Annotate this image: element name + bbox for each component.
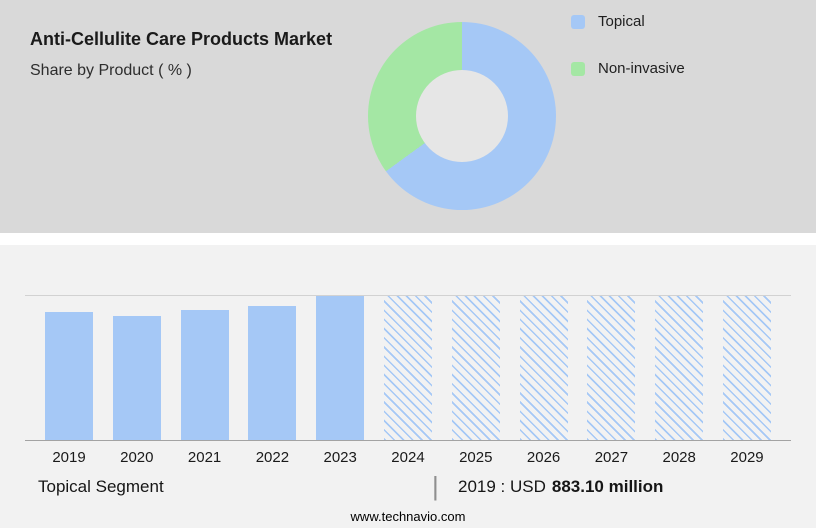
value-bold: 883.10 million (551, 477, 664, 496)
bars (25, 296, 791, 440)
segment-label: Topical Segment (38, 477, 164, 496)
x-axis-label-2026: 2026 (526, 449, 561, 466)
bar-2019 (45, 311, 93, 440)
donut-hole (416, 70, 508, 162)
x-axis-label-2022: 2022 (255, 449, 290, 466)
bar-forecast-2024 (383, 296, 432, 440)
website-text: www.technavio.com (350, 509, 466, 524)
bar-2020 (112, 316, 161, 440)
x-axis-label-2020: 2020 (120, 449, 154, 466)
legend: Topical Non-invasive (571, 13, 685, 77)
bar-forecast-2027 (587, 296, 636, 440)
bar-chart-panel: 2019 2020 2021 2022 2023 2024 2025 2026 2027 2028… (0, 245, 816, 528)
x-axis-label-2019: 2019 (52, 449, 86, 466)
x-axis-label-2024: 2024 (391, 449, 425, 466)
bar-2022 (248, 306, 297, 440)
legend-label: Non-invasive (598, 60, 685, 77)
legend-swatch-icon (571, 61, 585, 76)
page-subtitle: Share by Product ( % ) (30, 62, 192, 79)
page-title: Anti-Cellulite Care Products Market (30, 29, 333, 49)
x-axis-label-2029: 2029 (730, 449, 764, 466)
x-axis-label-2027: 2027 (594, 449, 629, 466)
section-divider (0, 233, 816, 245)
value-label: 2019 : USD 883.10 million (458, 477, 663, 497)
x-axis-label-2023: 2023 (323, 449, 357, 466)
caption-divider: | (432, 471, 439, 501)
bar-forecast-2026 (519, 296, 568, 440)
x-axis-labels: 2019 2020 2021 2022 2023 2024 2025 2026 2027 2028… (25, 449, 791, 466)
donut-chart (368, 22, 556, 210)
top-panel: Anti-Cellulite Care Products Market Shar… (0, 0, 816, 233)
caption-row: Topical Segment | 2019 : USD 883.10 milli… (0, 471, 816, 505)
legend-item-non-invasive: Non-invasive (571, 60, 685, 77)
x-axis-label-2025: 2025 (459, 449, 493, 466)
bar-forecast-2025 (451, 296, 500, 440)
legend-item-topical: Topical (571, 13, 685, 30)
bar-forecast-2028 (655, 296, 704, 440)
title-block: Anti-Cellulite Care Products Market Shar… (30, 26, 340, 80)
x-axis-label-2028: 2028 (662, 449, 696, 466)
legend-label: Topical (598, 13, 645, 30)
legend-swatch-icon (571, 14, 585, 29)
bar-2021 (180, 310, 229, 440)
bar-forecast-2029 (722, 296, 771, 440)
bar-2023 (316, 296, 365, 440)
x-axis-label-2021: 2021 (187, 449, 222, 466)
value-prefix: 2019 : USD (458, 477, 546, 496)
bar-chart (25, 295, 791, 441)
